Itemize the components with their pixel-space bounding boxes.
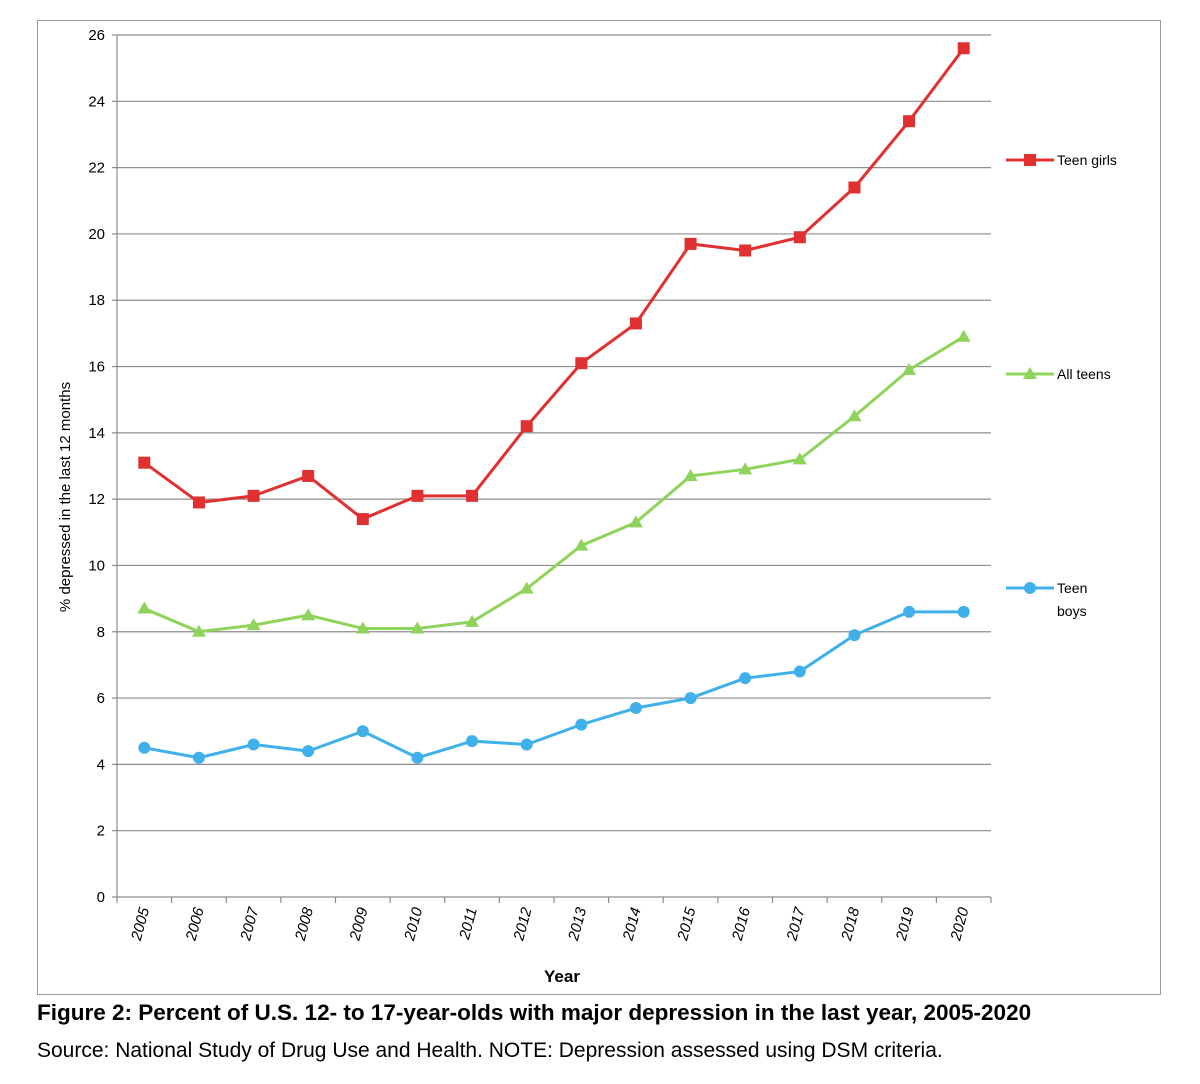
data-point-teen-girls [684, 237, 697, 250]
data-point-teen-boys [739, 672, 752, 685]
y-tick-label: 0 [97, 889, 105, 906]
y-tick-label: 14 [88, 425, 105, 442]
x-tick-label: 2013 [565, 905, 590, 943]
data-point-teen-girls [247, 489, 260, 502]
y-tick-label: 16 [88, 359, 105, 376]
y-tick-label: 2 [97, 823, 105, 840]
data-point-teen-boys [793, 665, 806, 678]
data-point-teen-boys [957, 605, 970, 618]
y-tick-label: 22 [88, 160, 105, 177]
data-point-teen-boys [520, 738, 533, 751]
x-tick-label: 2010 [401, 905, 426, 943]
legend-marker-teen-boys [1024, 582, 1036, 594]
legend-marker-teen-girls [1024, 154, 1036, 166]
data-point-teen-boys [356, 725, 369, 738]
x-axis-title: Year [544, 967, 580, 986]
data-point-all-teens [519, 581, 534, 594]
series-line-teen-girls [143, 47, 965, 521]
y-tick-label: 6 [97, 690, 105, 707]
data-point-all-teens [847, 409, 862, 422]
legend-item-teen-girls: Teen girls [1006, 152, 1117, 168]
series-all-teens [137, 329, 971, 637]
data-point-teen-girls [302, 469, 315, 482]
x-tick-label: 2011 [456, 906, 481, 943]
data-point-all-teens [246, 618, 261, 631]
data-point-teen-boys [575, 718, 588, 731]
x-tick-label: 2007 [237, 905, 262, 943]
data-point-teen-boys [138, 741, 151, 754]
x-tick-label: 2009 [346, 905, 371, 943]
x-tick-label: 2012 [510, 905, 535, 943]
data-point-teen-girls [520, 420, 533, 433]
data-point-all-teens [628, 515, 643, 528]
data-point-teen-boys [192, 751, 205, 764]
figure-caption-source: Source: National Study of Drug Use and H… [37, 1039, 943, 1062]
data-point-all-teens [956, 329, 971, 342]
y-tick-label: 12 [88, 491, 105, 508]
data-point-all-teens [410, 621, 425, 634]
data-point-teen-girls [466, 489, 479, 502]
x-tick-label: 2008 [292, 905, 317, 943]
data-point-teen-boys [684, 692, 697, 705]
data-point-teen-girls [903, 115, 916, 128]
data-point-all-teens [792, 452, 807, 465]
y-axis-title: % depressed in the last 12 months [57, 382, 74, 612]
y-tick-label: 26 [88, 27, 105, 44]
data-point-teen-girls [411, 489, 424, 502]
x-tick-label: 2017 [783, 905, 808, 943]
legend-marker-all-teens [1023, 367, 1037, 379]
data-point-all-teens [301, 608, 316, 621]
x-tick-label: 2006 [182, 905, 207, 943]
data-point-teen-girls [356, 513, 369, 526]
legend-label-teen-boys: Teen boys [1057, 580, 1087, 619]
data-point-teen-boys [629, 702, 642, 715]
y-tick-label: 24 [88, 93, 105, 110]
data-point-all-teens [191, 624, 206, 637]
data-point-all-teens [137, 601, 152, 614]
series-line-teen-boys [144, 610, 964, 760]
data-point-all-teens [574, 538, 589, 551]
x-tick-label: 2005 [128, 905, 153, 943]
x-tick-label: 2014 [619, 906, 644, 944]
data-point-all-teens [902, 362, 917, 375]
legend-label-all-teens: All teens [1057, 366, 1111, 382]
data-point-teen-boys [848, 629, 861, 642]
x-tick-label: 2015 [674, 905, 699, 943]
data-point-all-teens [738, 462, 753, 475]
series-line-all-teens [143, 335, 965, 634]
figure-caption-title: Figure 2: Percent of U.S. 12- to 17-year… [37, 1000, 1032, 1025]
data-point-teen-boys [302, 745, 315, 758]
data-point-teen-girls [629, 317, 642, 330]
data-point-all-teens [355, 621, 370, 634]
data-point-teen-boys [411, 751, 424, 764]
data-point-teen-girls [957, 42, 970, 55]
data-point-teen-boys [903, 605, 916, 618]
data-point-all-teens [465, 614, 480, 627]
chart-frame [37, 20, 1161, 995]
data-point-teen-girls [575, 357, 588, 370]
legend-label-teen-girls: Teen girls [1057, 152, 1117, 168]
data-point-teen-girls [739, 244, 752, 257]
series-teen-girls [138, 42, 970, 526]
data-point-teen-girls [192, 496, 205, 509]
data-point-teen-boys [247, 738, 260, 751]
x-tick-label: 2020 [947, 905, 972, 943]
y-tick-label: 20 [88, 226, 105, 243]
y-tick-label: 18 [88, 292, 105, 309]
y-tick-label: 8 [97, 624, 105, 641]
y-tick-label: 4 [97, 756, 105, 773]
data-point-teen-boys [466, 735, 479, 748]
x-tick-label: 2016 [729, 905, 754, 943]
x-tick-label: 2019 [893, 905, 918, 943]
data-point-all-teens [683, 468, 698, 481]
data-point-teen-girls [138, 456, 151, 469]
y-tick-label: 10 [88, 557, 105, 574]
legend-item-all-teens: All teens [1006, 366, 1111, 382]
series-teen-boys [138, 605, 970, 764]
legend-item-teen-boys: Teen boys [1006, 580, 1087, 619]
data-point-teen-girls [848, 181, 861, 194]
data-point-teen-girls [793, 231, 806, 244]
x-tick-label: 2018 [838, 905, 863, 943]
